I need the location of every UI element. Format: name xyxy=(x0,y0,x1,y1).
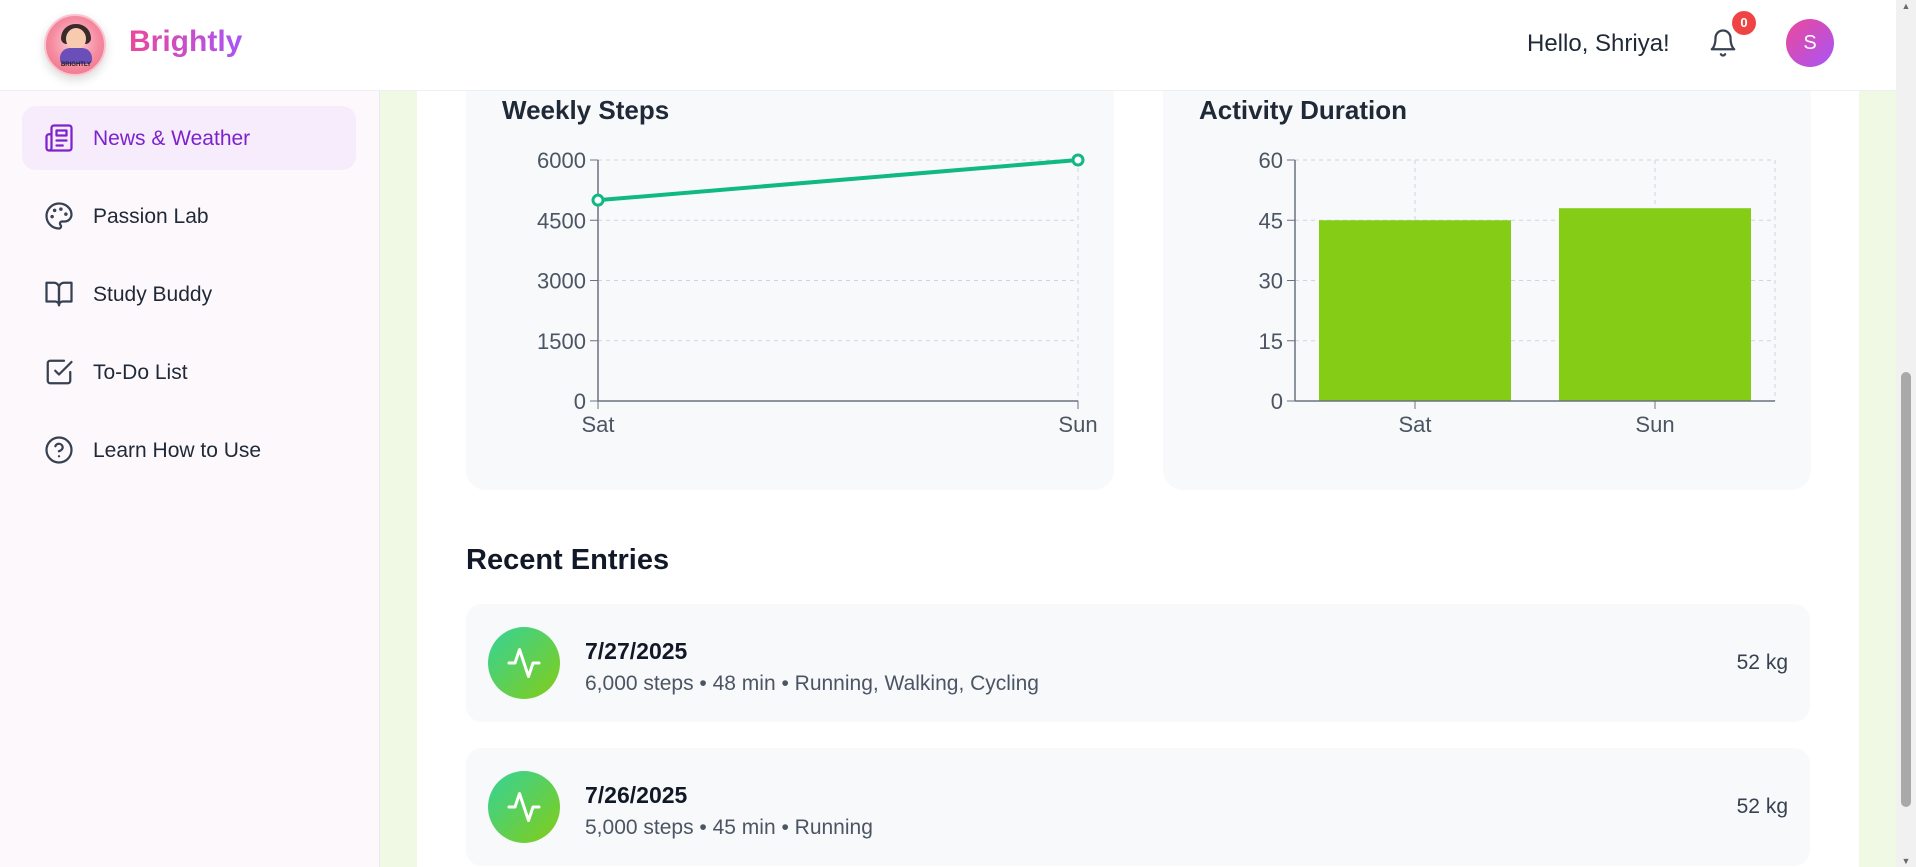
logo-text: BRIGHTLY xyxy=(60,62,92,68)
entry-detail: 5,000 steps • 45 min • Running xyxy=(585,816,873,839)
user-avatar[interactable]: S xyxy=(1786,19,1834,67)
y-tick-label: 0 xyxy=(574,389,586,414)
y-tick-label: 3000 xyxy=(537,269,586,294)
x-tick-label: Sat xyxy=(1398,412,1431,437)
weekly-steps-chart: 0 1500 3000 4500 6000 Sat Sun xyxy=(537,148,1098,437)
brand-logo[interactable]: BRIGHTLY xyxy=(44,14,106,76)
scroll-down-arrow-icon[interactable]: ▼ xyxy=(1901,856,1911,866)
sidebar: News & Weather Passion Lab Study Buddy T… xyxy=(0,91,380,867)
entry-date: 7/26/2025 xyxy=(585,782,688,808)
sidebar-item-learn-how-to-use[interactable]: Learn How to Use xyxy=(22,418,356,482)
sidebar-item-label: To-Do List xyxy=(93,361,188,384)
weekly-steps-title: Weekly Steps xyxy=(502,95,670,125)
activity-duration-chart: 0 15 30 45 60 Sat Sun xyxy=(1259,148,1776,437)
sidebar-item-label: News & Weather xyxy=(93,127,251,150)
list-item[interactable]: 7/26/2025 5,000 steps • 45 min • Running… xyxy=(466,748,1810,866)
y-tick-label: 4500 xyxy=(537,208,586,233)
series-line xyxy=(597,158,1079,203)
palette-icon xyxy=(45,202,73,230)
check-square-icon xyxy=(46,359,73,385)
activity-duration-title: Activity Duration xyxy=(1199,95,1408,125)
activity-duration-card: Activity Duration 0 15 30 45 60 Sat Sun xyxy=(1163,55,1811,490)
sidebar-item-todo-list[interactable]: To-Do List xyxy=(22,340,356,404)
sidebar-item-passion-lab[interactable]: Passion Lab xyxy=(22,184,356,248)
x-tick-label: Sun xyxy=(1058,412,1097,437)
entry-weight: 52 kg xyxy=(1736,651,1788,674)
sidebar-item-news-weather[interactable]: News & Weather xyxy=(22,106,356,170)
entry-weight: 52 kg xyxy=(1736,795,1788,818)
brand-name: Brightly xyxy=(129,25,243,58)
scrollbar-thumb[interactable] xyxy=(1901,372,1911,807)
y-tick-label: 60 xyxy=(1259,148,1283,173)
entry-date: 7/27/2025 xyxy=(585,638,688,664)
x-tick-label: Sun xyxy=(1635,412,1674,437)
scroll-up-arrow-icon[interactable]: ▲ xyxy=(1901,1,1911,11)
sidebar-item-label: Learn How to Use xyxy=(93,439,262,462)
x-tick-label: Sat xyxy=(581,412,614,437)
recent-entries-title: Recent Entries xyxy=(466,544,670,576)
y-tick-label: 45 xyxy=(1259,208,1283,233)
bar-sun xyxy=(1559,208,1751,401)
help-circle-icon xyxy=(45,436,73,464)
weekly-steps-card: Weekly Steps 0 1500 3000 4500 6000 Sat Sun xyxy=(466,55,1114,490)
activity-icon xyxy=(507,648,541,678)
newspaper-icon xyxy=(45,124,73,152)
data-point-sun xyxy=(1071,153,1085,167)
data-point-sat xyxy=(591,193,605,207)
top-header: BRIGHTLY Brightly Hello, Shriya! 0 S xyxy=(0,0,1896,91)
y-tick-label: 15 xyxy=(1259,329,1283,354)
bell-icon[interactable] xyxy=(1708,26,1738,60)
activity-icon xyxy=(507,792,541,822)
notification-badge: 0 xyxy=(1732,11,1756,35)
y-tick-label: 1500 xyxy=(537,329,586,354)
list-item[interactable]: 7/27/2025 6,000 steps • 48 min • Running… xyxy=(466,604,1810,722)
greeting-text: Hello, Shriya! xyxy=(1527,30,1670,57)
sidebar-item-study-buddy[interactable]: Study Buddy xyxy=(22,262,356,326)
bar-sat xyxy=(1319,220,1511,401)
sidebar-item-label: Passion Lab xyxy=(93,205,209,228)
y-tick-label: 6000 xyxy=(537,148,586,173)
sidebar-item-label: Study Buddy xyxy=(93,283,213,306)
y-tick-label: 30 xyxy=(1259,269,1283,294)
entry-detail: 6,000 steps • 48 min • Running, Walking,… xyxy=(585,672,1039,695)
book-open-icon xyxy=(45,281,73,307)
activity-icon-circle xyxy=(488,771,560,843)
y-tick-label: 0 xyxy=(1271,389,1283,414)
activity-icon-circle xyxy=(488,627,560,699)
